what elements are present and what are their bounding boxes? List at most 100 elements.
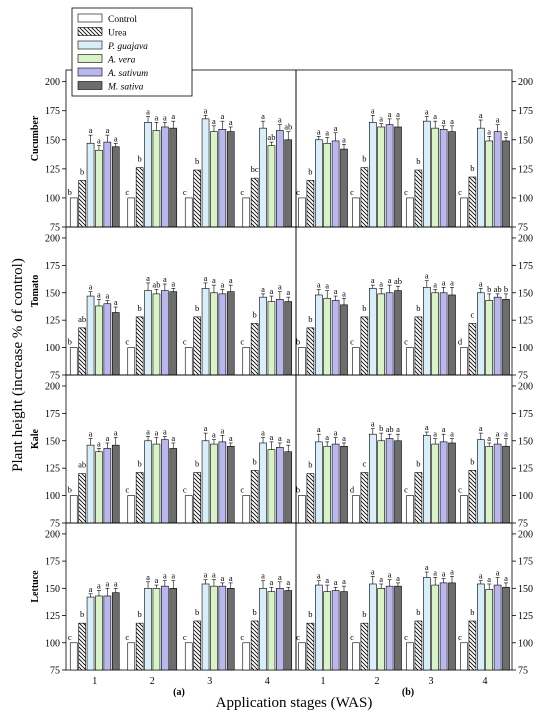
bar [352, 495, 360, 524]
bar [193, 169, 201, 228]
significance-letter: a [97, 438, 101, 448]
significance-letter: a [504, 127, 508, 137]
bar [323, 591, 332, 671]
bar [242, 347, 251, 376]
y-tick-label: 125 [518, 164, 533, 175]
y-tick-label: 200 [518, 381, 533, 392]
bar [284, 451, 293, 524]
significance-letter: c [183, 337, 187, 347]
significance-letter: c [125, 337, 129, 347]
significance-letter: c [471, 309, 475, 319]
significance-letter: c [458, 485, 462, 495]
bar [331, 140, 340, 228]
bar [161, 290, 169, 376]
bar [201, 118, 210, 228]
x-tick-label: 1 [321, 676, 326, 687]
bar [226, 445, 235, 524]
bar [250, 620, 259, 671]
bar [144, 440, 152, 524]
bar [86, 596, 95, 671]
y-tick-label: 125 [45, 316, 60, 327]
significance-letter: b [416, 459, 420, 469]
bar [135, 622, 144, 671]
row-label-lettuce: Lettuce [30, 570, 41, 603]
significance-letter: a [278, 572, 282, 582]
bar [414, 620, 423, 671]
significance-letter: a [379, 278, 383, 288]
bar [226, 588, 235, 671]
significance-letter: b [138, 303, 142, 313]
bar [127, 197, 136, 228]
significance-letter: b [253, 456, 257, 466]
significance-letter: a [212, 570, 216, 580]
bar [439, 441, 448, 524]
significance-letter: a [325, 127, 329, 137]
legend-swatch [77, 67, 103, 77]
bar [259, 127, 267, 228]
significance-letter: a [171, 111, 175, 121]
bar [368, 288, 377, 376]
y-tick-label: 200 [45, 233, 60, 244]
bar [414, 169, 423, 228]
bar [360, 472, 369, 524]
bar [218, 293, 227, 376]
significance-letter: a [278, 433, 282, 443]
bar [368, 122, 377, 228]
significance-letter: a [450, 116, 454, 126]
bar [352, 197, 360, 228]
significance-letter: a [105, 290, 109, 300]
significance-letter: ab [386, 424, 394, 434]
y-tick-label: 150 [518, 135, 533, 146]
significance-letter: c [404, 485, 408, 495]
bar [340, 591, 348, 671]
bar [377, 440, 386, 524]
bar [276, 130, 284, 228]
significance-letter: a [450, 277, 454, 287]
significance-letter: b [195, 607, 199, 617]
significance-letter: b [416, 607, 420, 617]
y-tick-label: 150 [45, 436, 60, 447]
significance-letter: c [350, 187, 354, 197]
bar [210, 585, 218, 671]
significance-letter: a [89, 584, 93, 594]
bar [242, 197, 251, 228]
significance-letter: c [125, 187, 129, 197]
significance-letter: b [195, 156, 199, 166]
significance-letter: b [470, 163, 474, 173]
significance-letter: b [253, 607, 257, 617]
bar [210, 131, 218, 228]
significance-letter: a [204, 423, 208, 433]
bar [460, 495, 468, 524]
significance-letter: b [195, 459, 199, 469]
significance-letter: a [171, 571, 175, 581]
significance-letter: b [308, 166, 312, 176]
bar [406, 642, 414, 671]
significance-letter: a [204, 570, 208, 580]
significance-letter: a [450, 429, 454, 439]
significance-letter: ab [284, 122, 292, 132]
significance-letter: a [212, 116, 216, 126]
significance-letter: a [396, 573, 400, 583]
row-label-kale: Kale [30, 428, 41, 449]
x-tick-label: 2 [150, 676, 155, 687]
bar [69, 197, 78, 228]
significance-letter: a [442, 569, 446, 579]
significance-letter: a [317, 424, 321, 434]
y-tick-label: 75 [50, 519, 60, 530]
significance-letter: a [334, 577, 338, 587]
bar [111, 592, 120, 671]
significance-letter: c [350, 337, 354, 347]
y-tick-label: 200 [518, 77, 533, 88]
bar [184, 347, 193, 376]
bar [284, 139, 293, 228]
bar [340, 304, 348, 376]
significance-letter: a [334, 286, 338, 296]
bar [468, 323, 477, 376]
significance-letter: a [89, 282, 93, 292]
bar [86, 444, 95, 524]
y-tick-label: 75 [518, 519, 528, 530]
significance-letter: b [80, 609, 84, 619]
y-tick-label: 175 [45, 261, 60, 272]
